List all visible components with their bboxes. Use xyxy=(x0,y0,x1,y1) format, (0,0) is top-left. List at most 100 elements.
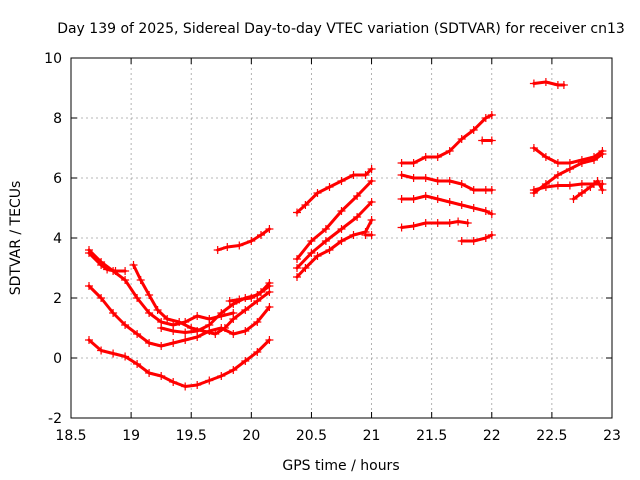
data-point xyxy=(397,195,406,203)
data-point xyxy=(325,183,334,191)
data-point xyxy=(247,237,256,245)
y-tick-label: -2 xyxy=(48,411,62,427)
chart-title: Day 139 of 2025, Sidereal Day-to-day VTE… xyxy=(57,21,625,37)
data-point xyxy=(445,219,454,227)
data-point xyxy=(463,219,472,227)
data-point xyxy=(433,195,442,203)
data-point xyxy=(193,327,202,335)
data-point xyxy=(229,315,238,323)
data-point xyxy=(559,81,568,89)
series-track-b xyxy=(85,249,130,275)
y-tick-label: 0 xyxy=(53,351,62,367)
data-point xyxy=(97,261,106,269)
data-point xyxy=(469,204,478,212)
data-point xyxy=(241,357,250,365)
data-point xyxy=(307,249,316,257)
x-tick-label: 20 xyxy=(242,428,260,444)
series-track-o xyxy=(397,171,496,194)
data-point xyxy=(85,282,93,290)
data-point xyxy=(241,306,250,314)
data-point xyxy=(217,372,226,380)
data-point xyxy=(421,219,430,227)
series-track-r xyxy=(457,231,496,245)
data-point xyxy=(247,294,256,302)
data-point xyxy=(109,349,118,358)
data-point xyxy=(211,330,220,338)
data-point xyxy=(97,346,106,355)
data-point xyxy=(367,216,376,224)
data-point xyxy=(541,183,550,191)
x-tick-label: 22 xyxy=(483,428,501,444)
data-point xyxy=(241,327,250,335)
data-point xyxy=(481,234,490,242)
data-point xyxy=(301,201,310,209)
data-point xyxy=(569,195,578,203)
data-point xyxy=(181,382,190,391)
data-point xyxy=(469,237,478,245)
data-point xyxy=(487,210,496,218)
data-point xyxy=(457,135,466,143)
data-point xyxy=(577,159,586,167)
data-point xyxy=(337,237,346,245)
data-point xyxy=(433,153,442,161)
y-axis-label: SDTVAR / TECUs xyxy=(8,181,24,296)
data-point xyxy=(445,177,454,185)
y-tick-label: 6 xyxy=(53,171,62,187)
data-point xyxy=(133,330,142,338)
data-point xyxy=(433,219,442,227)
data-point xyxy=(553,181,562,190)
series-track-n xyxy=(397,111,496,167)
x-tick-label: 20.5 xyxy=(296,428,327,444)
data-point xyxy=(235,295,244,304)
data-point xyxy=(433,177,442,185)
data-point xyxy=(121,276,130,284)
data-point xyxy=(337,225,346,233)
data-point xyxy=(553,159,562,167)
data-point xyxy=(265,279,274,287)
data-point xyxy=(145,309,154,317)
data-point xyxy=(307,237,316,245)
data-point xyxy=(478,136,487,145)
data-series xyxy=(85,78,607,391)
data-point xyxy=(145,369,154,377)
data-point xyxy=(225,297,234,305)
series-track-m xyxy=(361,231,376,239)
data-point xyxy=(169,327,178,335)
data-point xyxy=(181,328,190,337)
data-point xyxy=(313,189,322,197)
y-tick-label: 2 xyxy=(53,291,62,307)
data-point xyxy=(457,201,466,209)
data-point xyxy=(193,381,202,389)
data-point xyxy=(85,336,93,344)
data-point xyxy=(367,177,376,185)
y-tick-label: 8 xyxy=(53,111,62,127)
data-point xyxy=(265,336,274,344)
data-point xyxy=(397,223,406,232)
series-track-h xyxy=(213,225,274,254)
data-point xyxy=(353,213,362,221)
data-point xyxy=(421,192,430,200)
data-point xyxy=(421,153,430,161)
data-point xyxy=(541,153,550,161)
x-axis-label: GPS time / hours xyxy=(282,458,399,474)
data-point xyxy=(409,222,418,230)
data-point xyxy=(129,261,138,269)
data-point xyxy=(325,246,334,254)
data-point xyxy=(361,171,370,179)
data-point xyxy=(253,318,262,326)
x-tick-label: 21 xyxy=(363,428,381,444)
series-line xyxy=(87,284,271,348)
series-track-q xyxy=(397,217,472,232)
data-point xyxy=(229,366,238,374)
data-point xyxy=(157,324,166,332)
data-point xyxy=(229,330,238,338)
data-point xyxy=(586,183,595,191)
data-point xyxy=(133,360,142,368)
data-point xyxy=(257,231,265,239)
data-point xyxy=(409,174,418,182)
series-line xyxy=(295,200,374,270)
series-track-j xyxy=(293,177,376,263)
data-point xyxy=(409,159,418,167)
data-point xyxy=(529,79,538,88)
data-point xyxy=(301,264,310,272)
